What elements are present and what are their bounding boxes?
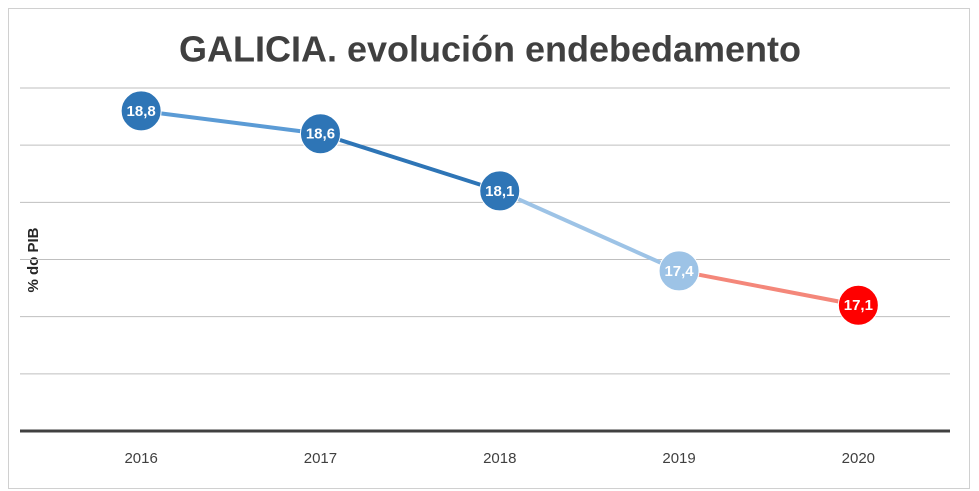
x-tick-label: 2019 xyxy=(662,450,695,467)
chart-title: GALICIA. evolución endebedamento xyxy=(179,29,801,70)
x-tick-label: 2016 xyxy=(124,450,157,467)
chart-frame xyxy=(8,8,970,489)
data-point xyxy=(837,284,879,326)
data-label: 18,6 xyxy=(306,126,335,143)
x-tick-label: 2017 xyxy=(304,450,337,467)
data-label: 17,1 xyxy=(844,297,873,314)
data-label: 18,1 xyxy=(485,183,514,200)
data-point xyxy=(658,250,700,292)
x-tick-label: 2020 xyxy=(842,450,875,467)
data-point xyxy=(120,90,162,132)
line-segment xyxy=(140,108,321,136)
data-point xyxy=(479,170,521,212)
x-tick-label: 2018 xyxy=(483,450,516,467)
data-point xyxy=(299,113,341,155)
line-segment xyxy=(678,268,859,308)
data-label: 18,8 xyxy=(127,103,156,120)
line-segment xyxy=(498,189,680,273)
data-label: 17,4 xyxy=(664,263,694,280)
line-segment xyxy=(319,131,501,193)
